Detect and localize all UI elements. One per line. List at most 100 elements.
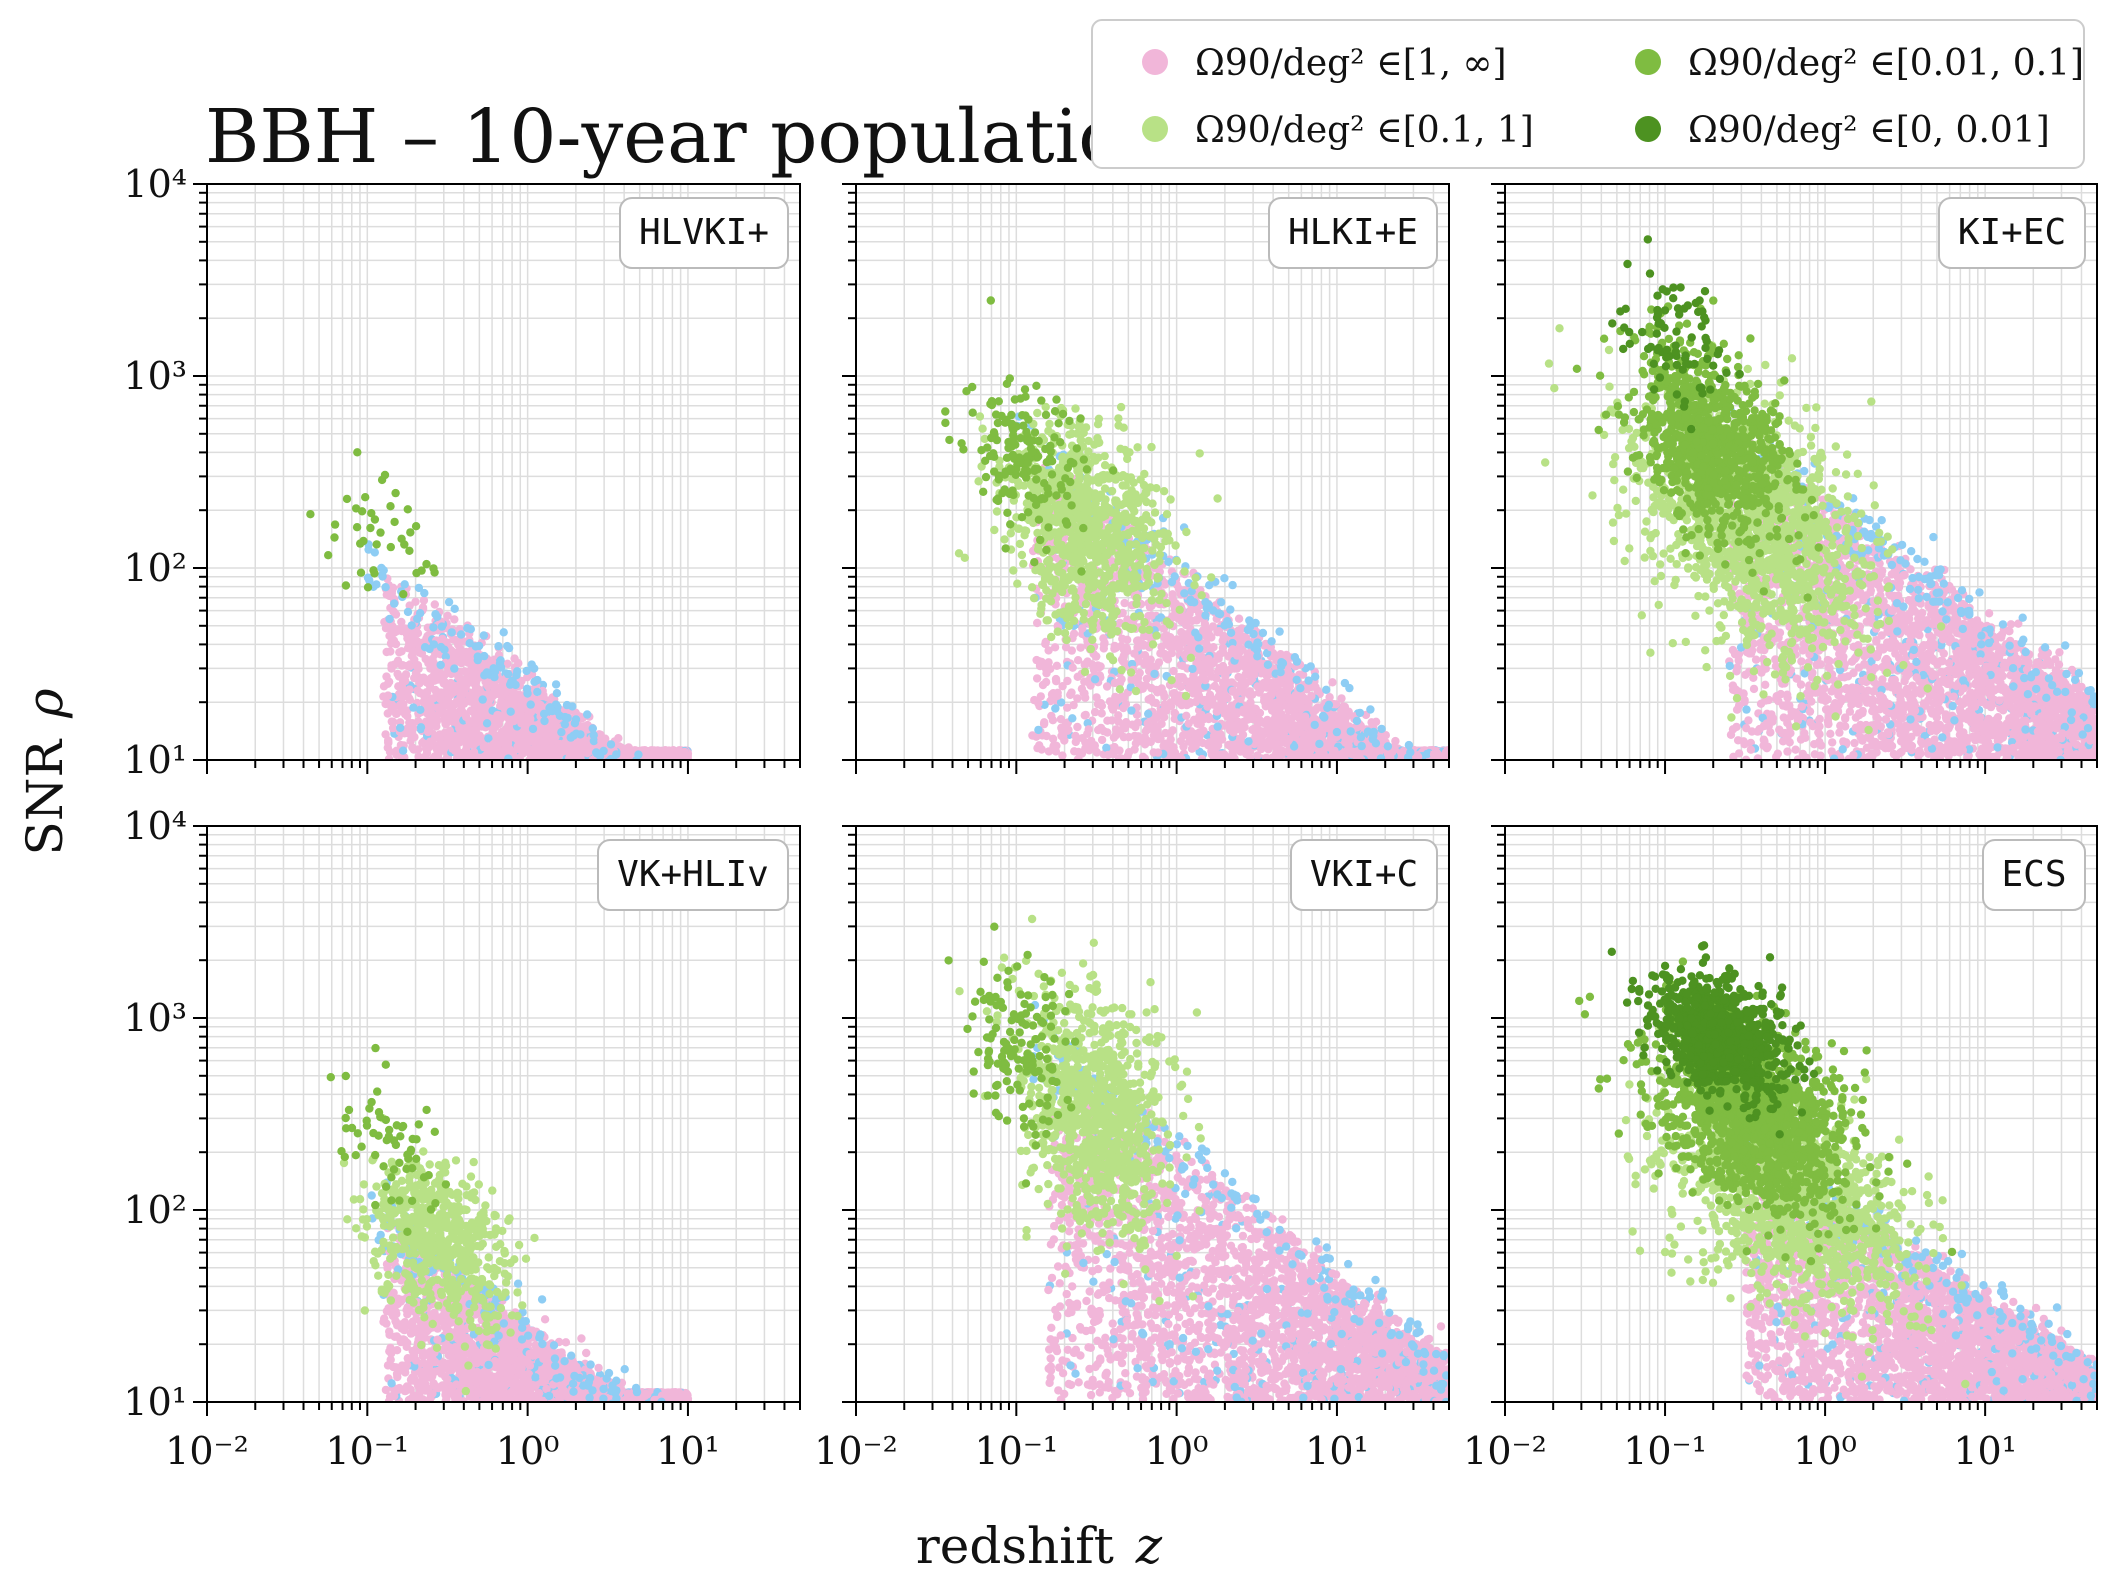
point-pink [455,724,464,733]
point-pink [1032,674,1042,683]
point-light-green [380,860,388,868]
point-pink [430,600,439,609]
point-light-green [438,870,446,878]
point-light-green [434,908,442,916]
point-light-green [419,804,427,812]
point-light-green [404,866,412,874]
point-pink [389,607,398,616]
point-light-green [430,866,438,874]
point-light-green [372,817,380,825]
point-light-green [394,828,402,836]
point-light-green [357,884,365,892]
point-light-green [458,830,466,838]
point-light-green [434,870,442,878]
point-light-green [323,866,331,874]
point-light-green [389,908,397,916]
point-light-green [392,853,400,861]
point-light-green [377,812,385,820]
point-light-green [423,787,431,795]
point-light-green [428,850,436,858]
point-light-green [429,884,437,892]
point-pink [424,659,433,668]
point-mid-green [356,539,365,548]
point-pink [472,685,481,695]
point-pink [1050,643,1060,652]
point-light-green [441,860,449,868]
point-light-green [445,885,453,893]
point-light-green [433,829,441,837]
point-blue [364,545,373,554]
point-light-green [454,893,462,901]
point-pink [1044,646,1053,655]
point-blue [637,770,645,778]
point-light-green [407,872,415,880]
point-light-green [421,914,429,922]
point-light-green [476,905,484,913]
point-light-green [429,906,437,914]
point-light-green [398,878,406,886]
point-blue [381,583,390,592]
point-mid-green [429,564,438,573]
point-mid-green [411,522,421,531]
point-blue [539,709,549,718]
point-pink [388,723,398,733]
point-blue [433,612,442,621]
point-light-green [450,875,458,883]
point-pink [550,747,559,756]
point-light-green [414,817,422,825]
point-light-green [434,875,442,883]
point-light-green [419,857,427,865]
point-pink [452,754,462,760]
point-pink [1120,598,1129,608]
point-pink [460,729,469,739]
point-light-green [430,860,438,868]
point-light-green [405,808,413,816]
point-light-green [367,816,375,824]
panel-hlki-e: HLKI+E [842,183,1450,774]
point-pink [614,734,623,743]
point-pink [386,630,396,639]
point-light-green [423,902,431,910]
point-light-green [422,857,430,865]
point-blue [450,604,459,613]
point-light-green [425,887,433,895]
point-pink [503,659,512,668]
point-light-green [447,928,455,936]
point-mid-green [361,493,370,502]
point-light-green [395,857,403,865]
point-light-green [430,888,438,896]
point-light-green [365,813,373,821]
point-light-green [401,816,409,824]
point-pink [1040,718,1049,727]
point-blue [552,689,562,698]
point-light-green [449,887,457,895]
point-pink [451,649,461,659]
point-light-green [484,873,492,881]
point-light-green [425,876,433,884]
point-blue [407,621,416,630]
point-pink [405,601,414,610]
point-light-green [515,894,523,902]
point-pink [1191,616,1201,625]
point-light-green [480,915,488,923]
point-light-green [407,857,415,865]
point-light-green [401,817,409,825]
point-light-green [407,875,415,883]
point-blue [589,731,598,740]
point-mid-green [370,569,379,578]
point-pink [620,751,629,760]
point-mid-green [391,488,400,498]
point-light-green [445,863,453,871]
point-light-green [429,899,437,907]
point-light-green [419,853,427,861]
point-light-green [452,904,460,912]
point-light-green [395,852,403,860]
point-light-green [425,856,433,864]
point-light-green [424,915,432,923]
point-light-green [500,930,508,938]
point-pink [498,679,507,688]
point-pink [404,640,414,650]
point-light-green [396,870,404,878]
point-blue [636,785,644,793]
point-blue [560,720,570,729]
